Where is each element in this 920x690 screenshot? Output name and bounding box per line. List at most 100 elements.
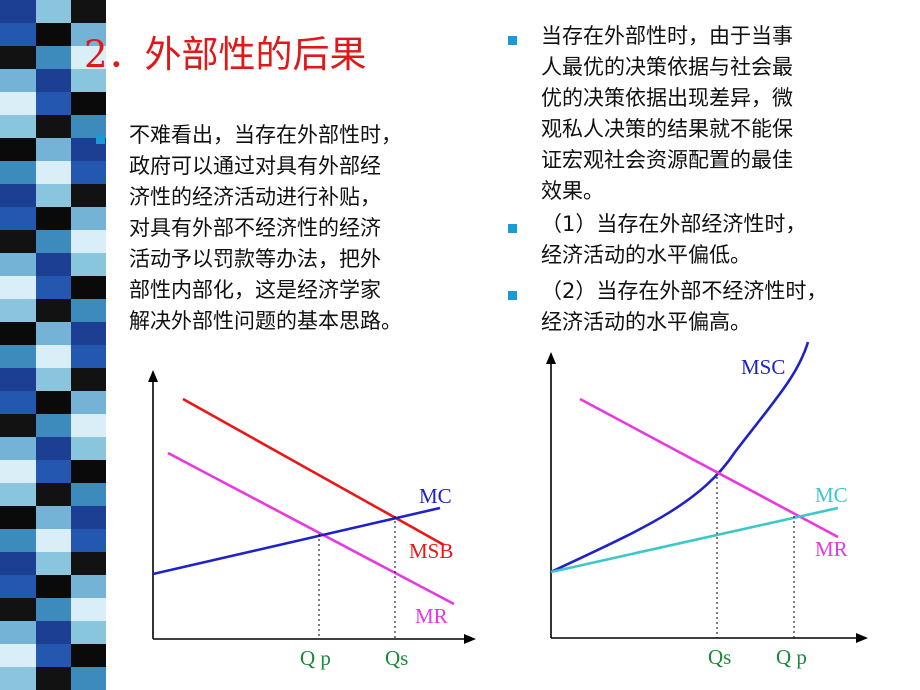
right-msc-label: MSC <box>741 355 786 379</box>
strip-block <box>36 299 71 322</box>
left-qs-label: Qs <box>385 646 409 670</box>
left-y-axis-arrow <box>148 370 158 382</box>
strip-block <box>36 598 71 621</box>
strip-block <box>0 621 36 644</box>
strip-block <box>0 184 36 207</box>
slide-title: 2．外部性的后果 <box>84 33 367 76</box>
strip-block <box>71 437 106 460</box>
strip-block <box>71 644 106 667</box>
strip-block <box>36 644 71 667</box>
strip-block <box>71 0 106 23</box>
strip-block <box>0 345 36 368</box>
strip-block <box>71 483 106 506</box>
strip-block <box>36 115 71 138</box>
strip-block <box>0 529 36 552</box>
strip-block <box>36 184 71 207</box>
strip-block <box>71 23 106 46</box>
strip-block <box>36 0 71 23</box>
left-mc-line <box>152 506 441 576</box>
right-qp-label: Q p <box>776 645 807 669</box>
strip-block <box>0 0 36 23</box>
strip-block <box>0 23 36 46</box>
strip-block <box>0 230 36 253</box>
strip-block <box>36 391 71 414</box>
strip-block <box>0 598 36 621</box>
left-bullet-text: 不难看出，当存在外部性时， 政府可以通过对具有外部经 济性的经济活动进行补贴， … <box>129 123 402 333</box>
strip-block <box>0 437 36 460</box>
left-mc-label: MC <box>419 484 452 508</box>
strip-block <box>0 69 36 92</box>
strip-block <box>36 276 71 299</box>
strip-block <box>71 69 106 92</box>
strip-block <box>0 368 36 391</box>
right-mc-label: MC <box>815 483 848 507</box>
strip-block <box>71 184 106 207</box>
strip-block <box>71 115 106 138</box>
left-mr-label: MR <box>415 604 448 628</box>
strip-block <box>36 161 71 184</box>
strip-block <box>71 667 106 690</box>
strip-block <box>0 552 36 575</box>
strip-block <box>36 621 71 644</box>
strip-block <box>36 322 71 345</box>
right-y-axis-arrow <box>546 352 556 364</box>
strip-block <box>0 483 36 506</box>
strip-block <box>36 506 71 529</box>
strip-block <box>71 414 106 437</box>
right-mr-label: MR <box>815 537 848 561</box>
strip-block <box>71 529 106 552</box>
strip-block <box>71 345 106 368</box>
strip-block <box>71 598 106 621</box>
strip-block <box>71 46 106 69</box>
strip-block <box>0 299 36 322</box>
strip-block <box>36 460 71 483</box>
strip-block <box>0 161 36 184</box>
strip-block <box>36 345 71 368</box>
strip-block <box>71 391 106 414</box>
left-msb-label: MSB <box>409 539 454 563</box>
right-bullet-text-1: 当存在外部性时，由于当事 人最优的决策依据与社会最 优的决策依据出现差异，微 观… <box>541 24 793 203</box>
right-bullet-text-2: （1）当存在外部经济性时， 经济活动的水平偏低。 <box>541 212 807 267</box>
strip-block <box>36 529 71 552</box>
strip-block <box>71 207 106 230</box>
strip-block <box>0 253 36 276</box>
strip-block <box>71 460 106 483</box>
right-mc-line <box>550 506 839 574</box>
strip-block <box>36 69 71 92</box>
left-msb-line <box>182 397 445 547</box>
strip-block <box>71 253 106 276</box>
strip-block <box>0 322 36 345</box>
strip-block <box>71 92 106 115</box>
left-mr-line <box>167 451 455 606</box>
strip-block <box>0 207 36 230</box>
strip-block <box>0 391 36 414</box>
strip-block <box>36 92 71 115</box>
strip-block <box>36 667 71 690</box>
strip-block <box>71 575 106 598</box>
strip-block <box>36 207 71 230</box>
strip-block <box>0 506 36 529</box>
strip-block <box>0 667 36 690</box>
right-bullet-text-3: （2）当存在外部不经济性时， 经济活动的水平偏高。 <box>541 279 828 334</box>
right-qs-label: Qs <box>708 645 732 669</box>
bullet-marker <box>96 135 105 144</box>
strip-block <box>36 552 71 575</box>
strip-block <box>36 230 71 253</box>
strip-block <box>0 276 36 299</box>
strip-block <box>71 322 106 345</box>
strip-block <box>71 621 106 644</box>
right-mr-line <box>579 397 839 539</box>
strip-block <box>36 437 71 460</box>
strip-block <box>36 483 71 506</box>
strip-block <box>36 46 71 69</box>
strip-block <box>0 644 36 667</box>
left-qp-label: Q p <box>300 646 331 670</box>
strip-block <box>71 506 106 529</box>
left-x-axis-arrow <box>464 634 476 644</box>
strip-block <box>36 575 71 598</box>
strip-block <box>0 46 36 69</box>
strip-block <box>36 138 71 161</box>
strip-block <box>0 115 36 138</box>
strip-block <box>71 368 106 391</box>
strip-block <box>71 299 106 322</box>
